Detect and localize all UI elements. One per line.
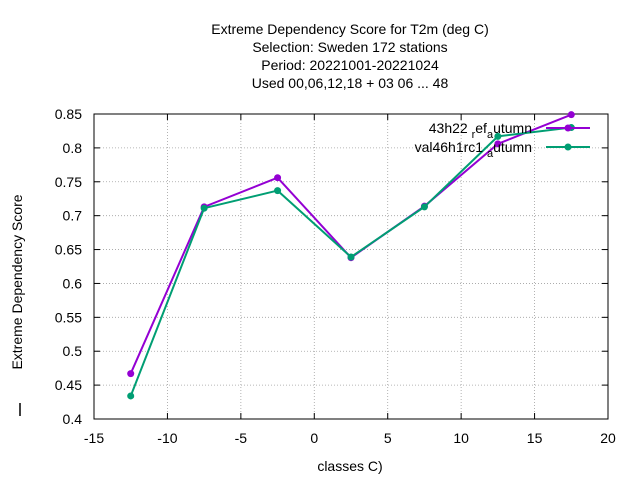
data-point bbox=[274, 174, 282, 182]
legend-label-2: val46h1rc1 autumn bbox=[415, 139, 532, 160]
title-line-1: Extreme Dependency Score for T2m (deg C) bbox=[211, 21, 489, 37]
title-line-3: Period: 20221001-20221024 bbox=[261, 57, 439, 73]
data-point bbox=[274, 187, 282, 195]
x-tick-label: 0 bbox=[310, 430, 318, 446]
data-point bbox=[494, 140, 502, 148]
y-tick-label: 0.4 bbox=[63, 411, 83, 427]
axis-ticks: -15 -10 -5 0 5 10 15 20 0.4 0.45 0.5 0.55 0.6 0.65 0.7… bbox=[55, 106, 616, 446]
x-tick-label: 5 bbox=[384, 430, 392, 446]
x-tick-label: 15 bbox=[527, 430, 543, 446]
legend-entry-1: 43h22 refautumn bbox=[429, 120, 590, 141]
y-tick-label: 0.45 bbox=[55, 377, 82, 393]
series-lines bbox=[127, 111, 575, 400]
x-tick-label: -5 bbox=[235, 430, 248, 446]
series-line bbox=[129, 126, 572, 397]
title-line-4: Used 00,06,12,18 + 03 06 ... 48 bbox=[252, 75, 449, 91]
data-point bbox=[567, 111, 575, 119]
legend-entry-2: val46h1rc1 autumn bbox=[415, 139, 590, 160]
legend-label-1: 43h22 refautumn bbox=[429, 120, 532, 141]
legend: 43h22 refautumn val46h1rc1 autumn bbox=[415, 120, 590, 160]
x-axis-label: classes C) bbox=[317, 458, 382, 474]
x-tick-label: 10 bbox=[453, 430, 469, 446]
y-tick-label: 0.75 bbox=[55, 174, 82, 190]
x-tick-label: 20 bbox=[600, 430, 616, 446]
data-point bbox=[200, 204, 208, 212]
x-tick-label: -15 bbox=[84, 430, 104, 446]
y-tick-label: 0.7 bbox=[63, 208, 83, 224]
data-point bbox=[127, 370, 135, 378]
data-point bbox=[347, 253, 355, 261]
data-point bbox=[494, 132, 502, 140]
y-tick-label: 0.65 bbox=[55, 242, 82, 258]
y-tick-label: 0.85 bbox=[55, 106, 82, 122]
y-tick-label: 0.8 bbox=[63, 140, 83, 156]
legend-marker bbox=[564, 124, 572, 132]
y-tick-label: 0.6 bbox=[63, 275, 83, 291]
title-line-2: Selection: Sweden 172 stations bbox=[252, 39, 447, 55]
grid bbox=[94, 114, 608, 419]
y-tick-label: 0.55 bbox=[55, 309, 82, 325]
legend-marker bbox=[564, 143, 572, 151]
y-axis-label: Extreme Dependency Score bbox=[9, 194, 25, 369]
plot-frame bbox=[93, 113, 609, 420]
chart-title: Extreme Dependency Score for T2m (deg C)… bbox=[211, 21, 489, 91]
series-2 bbox=[127, 124, 575, 400]
x-tick-label: -10 bbox=[157, 430, 177, 446]
data-point bbox=[127, 392, 135, 400]
y-tick-label: 0.5 bbox=[63, 343, 83, 359]
data-point bbox=[420, 203, 428, 211]
